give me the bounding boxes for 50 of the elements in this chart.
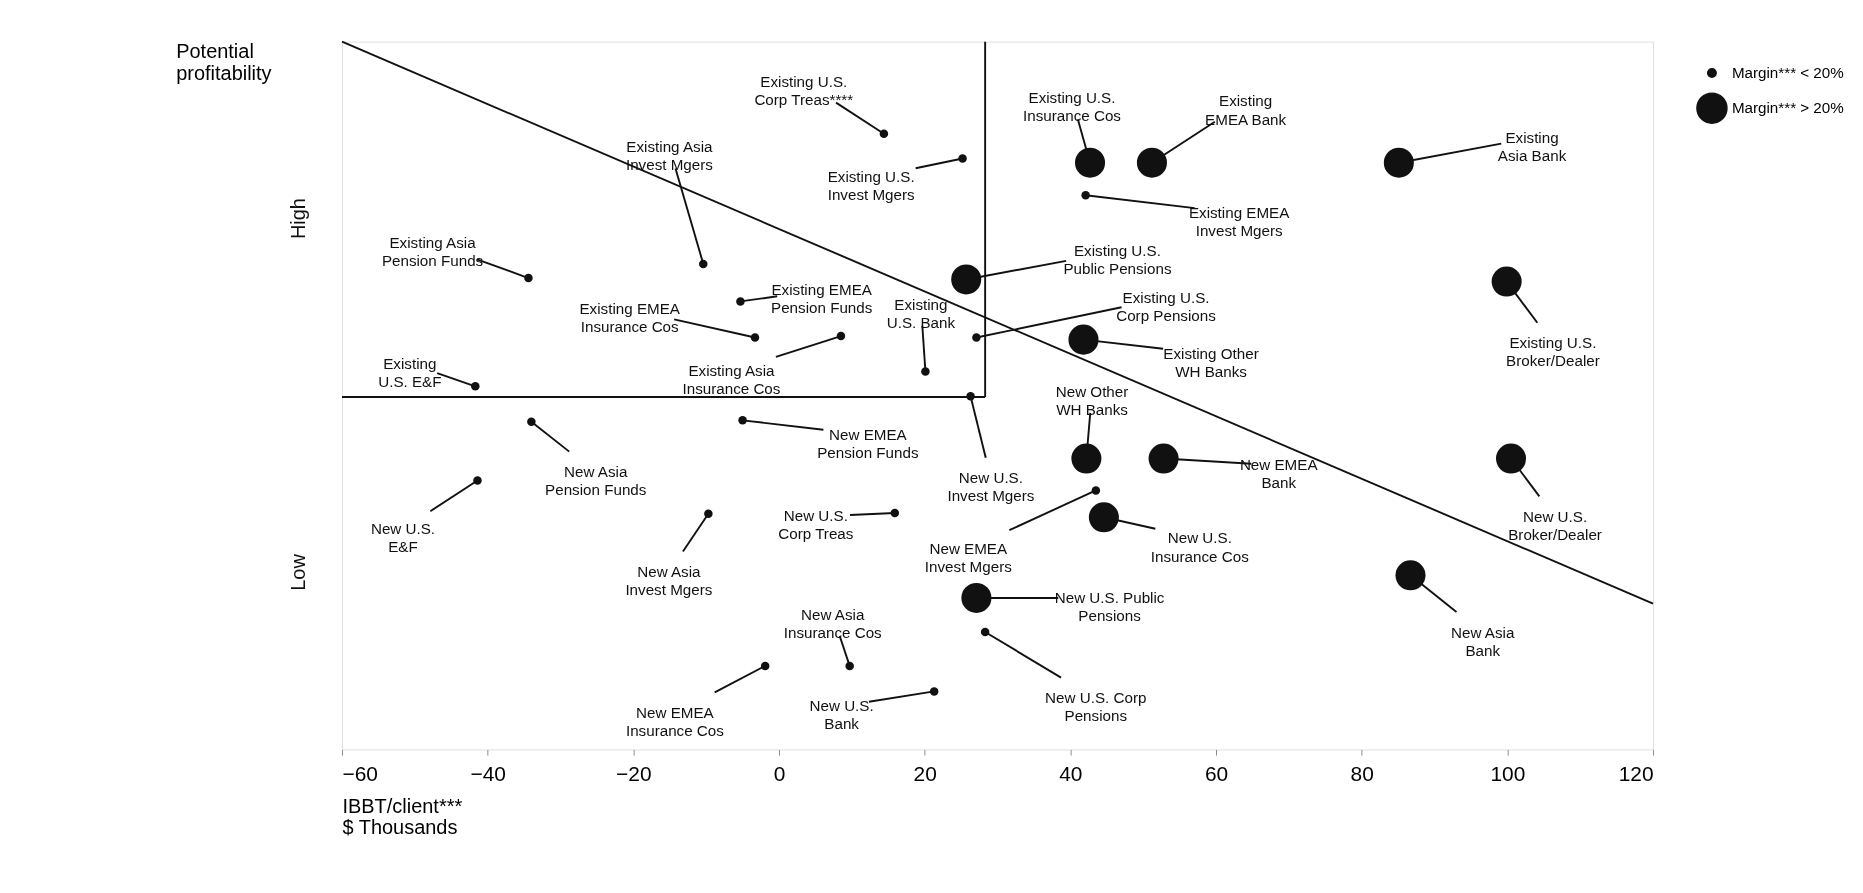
x-axis-title: IBBT/client*** $ Thousands <box>342 794 463 839</box>
legend-label: Margin*** > 20% <box>1731 98 1844 116</box>
annotation: New U.S. Bank <box>809 696 874 732</box>
x-tick-label: 40 <box>1059 762 1083 786</box>
annotation: Existing Asia Invest Mgers <box>625 138 714 174</box>
annotation: New U.S. Corp Treas <box>778 507 854 543</box>
annotation: Existing EMEA Bank <box>1205 92 1287 128</box>
annotation: Existing U.S. E&F <box>378 354 442 390</box>
annotation: Existing U.S. Bank <box>886 295 956 331</box>
annotation: Existing U.S. Corp Pensions <box>1116 288 1217 324</box>
annotation: New EMEA Bank <box>1239 456 1319 492</box>
annotation: New U.S. Insurance Cos <box>1150 529 1250 565</box>
annotation: New Asia Insurance Cos <box>783 605 883 641</box>
annotation: New Asia Bank <box>1451 623 1515 659</box>
x-tick-label: −40 <box>470 762 506 786</box>
x-tick-label: 20 <box>913 762 937 786</box>
text: High <box>286 198 309 240</box>
annotation: New U.S. Broker/Dealer <box>1508 507 1602 544</box>
text: Low <box>286 553 309 591</box>
x-tick-label: −20 <box>616 762 652 786</box>
annotation: New U.S. Public Pensions <box>1054 588 1165 624</box>
annotation: Existing Asia Pension Funds <box>381 233 484 269</box>
y-axis-title: Potential profitability <box>176 40 272 85</box>
annotation: Existing U.S. Broker/Dealer <box>1506 334 1600 370</box>
annotation: New U.S. E&F <box>370 519 436 555</box>
annotation: Existing Asia Bank <box>1497 128 1567 164</box>
annotation: Existing U.S. Corp Treas**** <box>754 72 854 108</box>
annotation: New Asia Invest Mgers <box>625 563 713 599</box>
annotation: New U.S. Invest Mgers <box>947 469 1035 505</box>
annotation: New Other WH Banks <box>1055 382 1129 418</box>
x-tick-label: 80 <box>1350 762 1374 786</box>
x-tick-label: 60 <box>1204 762 1229 786</box>
annotation: Existing Asia Insurance Cos <box>682 361 781 397</box>
annotation: New EMEA Invest Mgers <box>924 539 1013 575</box>
annotation: New EMEA Pension Funds <box>817 425 919 461</box>
x-tick-label: 0 <box>773 762 786 786</box>
x-tick-label: −60 <box>342 762 378 786</box>
annotation: New EMEA Insurance Cos <box>625 704 725 740</box>
annotation: Existing EMEA Insurance Cos <box>579 300 681 336</box>
annotation: Existing EMEA Invest Mgers <box>1188 204 1291 240</box>
annotation: New U.S. Corp Pensions <box>1045 689 1147 725</box>
annotation: Existing Other WH Banks <box>1163 345 1259 381</box>
annotation: Existing U.S. Insurance Cos <box>1023 89 1122 125</box>
x-tick-label: 120 <box>1618 762 1654 786</box>
annotation: New Asia Pension Funds <box>545 463 647 499</box>
annotation: Existing U.S. Public Pensions <box>1063 242 1172 278</box>
x-tick-label: 100 <box>1490 762 1526 786</box>
annotation: Existing EMEA Pension Funds <box>771 280 873 316</box>
annotation: Existing U.S. Invest Mgers <box>827 168 916 204</box>
legend-label: Margin*** < 20% <box>1731 63 1844 81</box>
